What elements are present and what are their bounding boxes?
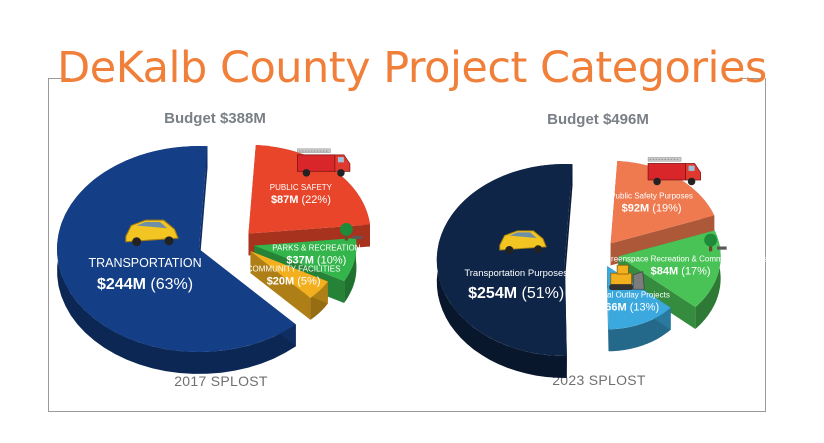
slice-side xyxy=(344,238,357,303)
car-icon xyxy=(499,230,547,254)
slice-label: Public Safety Purposes xyxy=(610,191,693,200)
slice-edge xyxy=(199,146,208,271)
slice-percent: (17%) xyxy=(681,265,710,277)
slice-edge xyxy=(607,265,609,352)
slice-percent: (51%) xyxy=(522,285,565,302)
pie-slice-public-safety: PUBLIC SAFETY $87M (22%) xyxy=(248,145,370,256)
fire-truck-icon xyxy=(297,148,351,177)
slice-percent: (19%) xyxy=(652,202,681,214)
slice-label: Capital Outlay Projects xyxy=(588,291,669,300)
car-icon xyxy=(125,219,179,247)
slice-top xyxy=(610,161,715,244)
slice-top xyxy=(618,230,721,308)
slice-label: Transportation Purposes xyxy=(464,268,568,279)
slice-percent: (5%) xyxy=(297,275,320,287)
pie-chart-2: Budget $496M 2023 SPLOST Public Safety Pur… xyxy=(436,111,776,388)
slice-side xyxy=(57,146,296,374)
pie-slice-safe-greenspace-recreation-community-purposes: Safe-Greenspace Recreation & Community P… xyxy=(586,230,776,330)
slice-percent: (10%) xyxy=(317,255,346,267)
slice-value: $254M xyxy=(468,285,521,302)
slice-value: $37M xyxy=(286,255,317,267)
slice-label: Safe-Greenspace Recreation & Community P… xyxy=(586,254,776,263)
slice-edge xyxy=(564,164,573,282)
slice-percent: (13%) xyxy=(630,302,659,314)
slice-edge xyxy=(250,251,311,320)
pie-chart-1: Budget $388M 2017 SPLOST PUBLIC SAFETY $87M… xyxy=(57,110,370,389)
slice-side xyxy=(695,230,721,329)
slice-amount: $92M (19%) xyxy=(622,202,682,214)
pie-slice-community-facilities: COMMUNITY FACILITIES $20M (5%) xyxy=(247,251,341,320)
slice-top xyxy=(57,145,296,352)
slice-label: PARKS & RECREATION xyxy=(272,244,360,253)
budget-label: Budget $388M xyxy=(164,110,266,127)
slice-top xyxy=(250,251,328,298)
frame-line-left xyxy=(48,78,70,79)
park-icon xyxy=(704,233,727,252)
slice-value: $244M xyxy=(97,276,150,293)
slice-amount: $37M (10%) xyxy=(286,255,346,267)
chart-frame xyxy=(48,78,766,412)
slice-value: $20M xyxy=(267,275,298,287)
pie-slice-transportation-purposes: Transportation Purposes $254M (51%) xyxy=(436,164,573,378)
budget-label: Budget $496M xyxy=(547,111,649,128)
slice-value: $84M xyxy=(651,265,682,277)
fire-truck-icon xyxy=(647,157,701,186)
slice-value: $66M xyxy=(599,302,630,314)
slice-label: PUBLIC SAFETY xyxy=(270,183,333,192)
slice-amount: $20M (5%) xyxy=(267,275,321,287)
slice-percent: (22%) xyxy=(302,194,331,206)
slice-label: COMMUNITY FACILITIES xyxy=(247,264,341,273)
page-title: DeKalb County Project Categories xyxy=(57,43,767,93)
slice-value: $92M xyxy=(622,202,653,214)
slice-amount: $66M (13%) xyxy=(599,302,659,314)
pie-slice-transportation: TRANSPORTATION $244M (63%) xyxy=(57,145,296,374)
slice-top xyxy=(254,238,357,281)
slice-amount: $87M (22%) xyxy=(271,194,331,206)
slice-amount: $244M (63%) xyxy=(97,276,193,293)
park-icon xyxy=(339,223,363,241)
slice-amount: $254M (51%) xyxy=(468,285,564,302)
slice-top xyxy=(248,145,370,234)
slice-top xyxy=(436,164,573,356)
slice-value: $87M xyxy=(271,194,302,206)
slice-amount: $84M (17%) xyxy=(651,265,711,277)
slice-label: TRANSPORTATION xyxy=(88,256,201,270)
chart-caption: 2023 SPLOST xyxy=(552,372,646,388)
slice-percent: (63%) xyxy=(150,276,193,293)
pie-slice-capital-outlay-projects: Capital Outlay Projects $66M (13%) xyxy=(588,264,671,352)
pie-slice-public-safety-purposes: Public Safety Purposes $92M (19%) xyxy=(610,157,715,266)
frame-line-right xyxy=(742,78,764,79)
bulldozer-icon xyxy=(609,264,645,291)
chart-caption: 2017 SPLOST xyxy=(174,373,268,389)
